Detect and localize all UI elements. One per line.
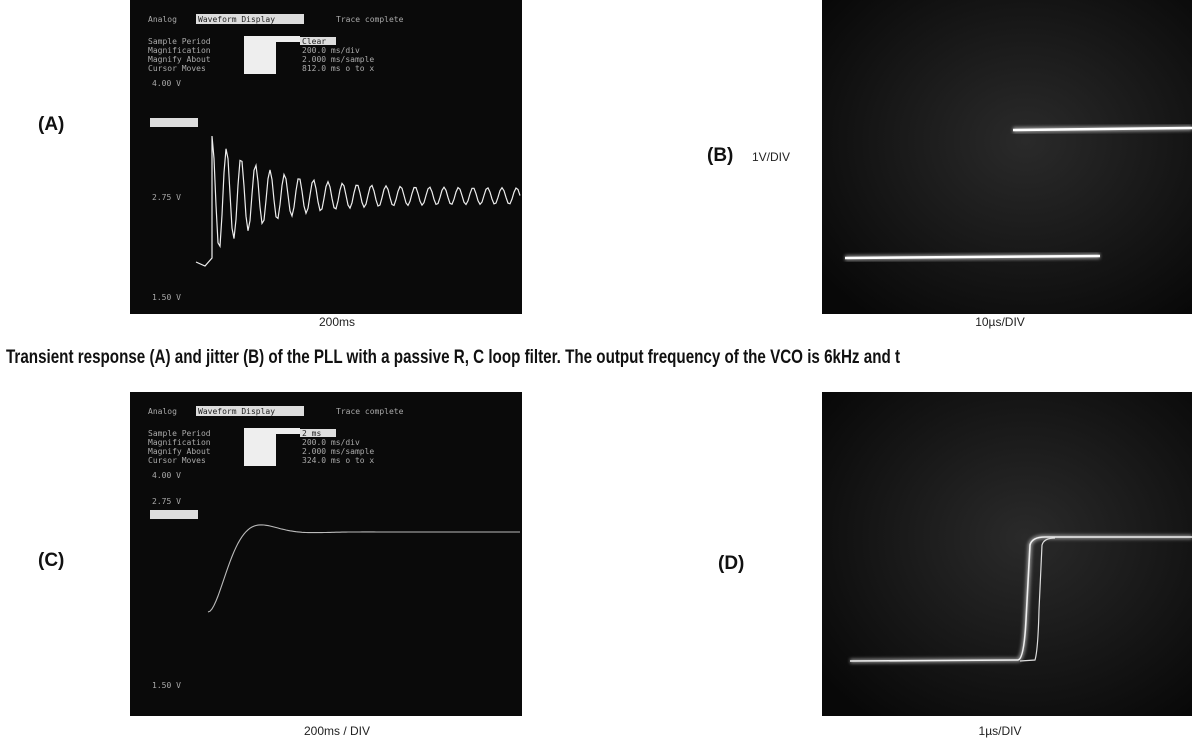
entry-box [276,36,300,42]
screen-value: 324.0 ms o to x [302,456,374,465]
figure-caption: Transient response (A) and jitter (B) of… [6,345,900,367]
level-marker [150,510,198,519]
screen-field: Magnification [148,46,211,55]
entry-box [244,428,276,466]
mode-highlight [196,406,304,416]
level-label: 1.50 V [152,293,181,302]
screen-value: 812.0 ms o to x [302,64,374,73]
panel-label: (D) [718,553,744,574]
x-scale-label: 200ms [319,315,355,329]
scope-screen [130,392,522,716]
screen-status: Trace complete [336,407,404,416]
screen-header: Analog [148,15,177,24]
level-label: 2.75 V [152,497,181,506]
scope-screen [822,0,1192,314]
level-marker [150,118,198,127]
screen-field: Magnification [148,438,211,447]
level-label: 2.75 V [152,193,181,202]
level-label: 4.00 V [152,79,181,88]
entry-box [276,428,300,434]
panel-label: (C) [38,550,64,571]
trace [844,254,1101,260]
x-scale-label: 200ms / DIV [304,724,370,738]
trace [1012,126,1192,132]
panel-label: (A) [38,114,64,135]
screen-field: Magnify About [148,447,211,456]
value-highlight [300,429,336,437]
screen-status: Trace complete [336,15,404,24]
panel-label: (B) [707,145,733,166]
screen-field: Cursor Moves [148,456,206,465]
x-scale-label: 1µs/DIV [979,724,1022,738]
trace [849,536,1192,662]
screen-mode: Waveform Display [198,15,275,24]
level-label: 4.00 V [152,471,181,480]
x-scale-label: 10µs/DIV [975,315,1025,329]
trace [207,524,520,613]
screen-mode: Waveform Display [198,407,275,416]
screen-field: Sample Period [148,429,211,438]
trace [195,135,521,267]
screen-value: 200.0 ms/div [302,438,360,447]
screen-field: Sample Period [148,37,211,46]
screen-value: 200.0 ms/div [302,46,360,55]
scope-screen [130,0,522,314]
screen-value: Clear [302,37,326,46]
screen-value: 2.000 ms/sample [302,55,374,64]
value-highlight [300,37,336,45]
screen-value: 2 ms [302,429,321,438]
scope-screen [822,392,1192,716]
screen-header: Analog [148,407,177,416]
entry-box [244,36,276,74]
screen-value: 2.000 ms/sample [302,447,374,456]
y-scale-label: 1V/DIV [752,150,790,164]
trace [1019,537,1056,662]
screen-field: Cursor Moves [148,64,206,73]
screen-field: Magnify About [148,55,211,64]
mode-highlight [196,14,304,24]
level-label: 1.50 V [152,681,181,690]
